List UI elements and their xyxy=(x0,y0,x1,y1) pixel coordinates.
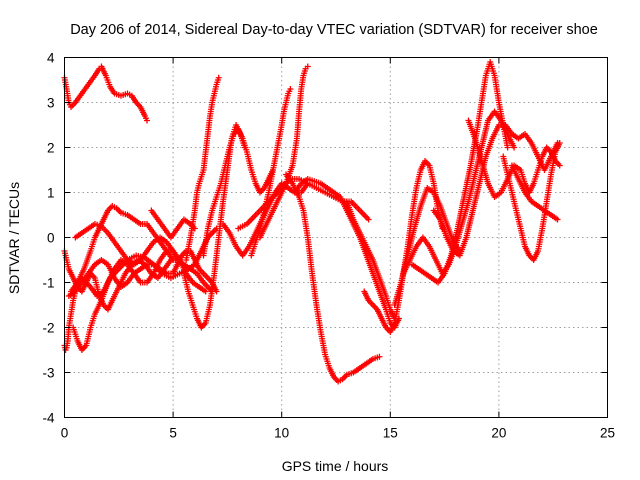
data-series xyxy=(361,158,446,335)
data-point xyxy=(556,162,563,169)
data-point xyxy=(554,216,561,223)
data-point xyxy=(511,144,518,151)
data-point xyxy=(174,257,181,263)
data-series xyxy=(508,162,561,223)
data-series xyxy=(200,126,277,259)
y-tick-label: 4 xyxy=(47,51,55,66)
y-tick-label: -2 xyxy=(42,321,54,336)
data-series xyxy=(61,63,151,124)
x-tick-label: 20 xyxy=(491,426,506,441)
data-series xyxy=(283,171,383,385)
y-tick-label: -1 xyxy=(42,276,54,291)
x-tick-label: 25 xyxy=(600,426,615,441)
data-point xyxy=(202,288,209,295)
data-point xyxy=(287,86,294,92)
x-tick-label: 5 xyxy=(169,426,177,441)
y-axis-label: SDTVAR / TECUs xyxy=(6,182,22,294)
data-point xyxy=(504,144,511,151)
data-series xyxy=(256,63,311,241)
y-tick-label: -3 xyxy=(42,366,54,381)
y-tick-label: 2 xyxy=(47,141,55,156)
x-axis-label: GPS time / hours xyxy=(282,458,389,474)
grid-layer xyxy=(64,57,608,418)
y-tick-label: 3 xyxy=(47,96,55,111)
x-tick-label: 0 xyxy=(61,426,69,441)
data-point xyxy=(144,117,151,124)
chart-title: Day 206 of 2014, Sidereal Day-to-day VTE… xyxy=(70,22,598,38)
x-tick-label: 15 xyxy=(383,426,398,441)
x-tick-label: 10 xyxy=(274,426,289,441)
data-series xyxy=(343,198,398,322)
data-layer xyxy=(61,59,563,385)
data-point xyxy=(304,63,311,70)
data-point xyxy=(365,216,372,223)
y-tick-label: 1 xyxy=(47,186,55,201)
data-series xyxy=(70,248,209,353)
data-series xyxy=(72,221,181,268)
y-tick-label: -4 xyxy=(42,411,54,426)
data-series xyxy=(183,74,222,263)
data-point xyxy=(376,353,383,360)
data-point xyxy=(215,74,222,81)
y-tick-label: 0 xyxy=(47,231,55,246)
data-point xyxy=(556,140,563,146)
axis-layer: 0 5 10 15 20 25 -4 -3 -2 -1 0 1 2 3 4 xyxy=(42,51,615,441)
